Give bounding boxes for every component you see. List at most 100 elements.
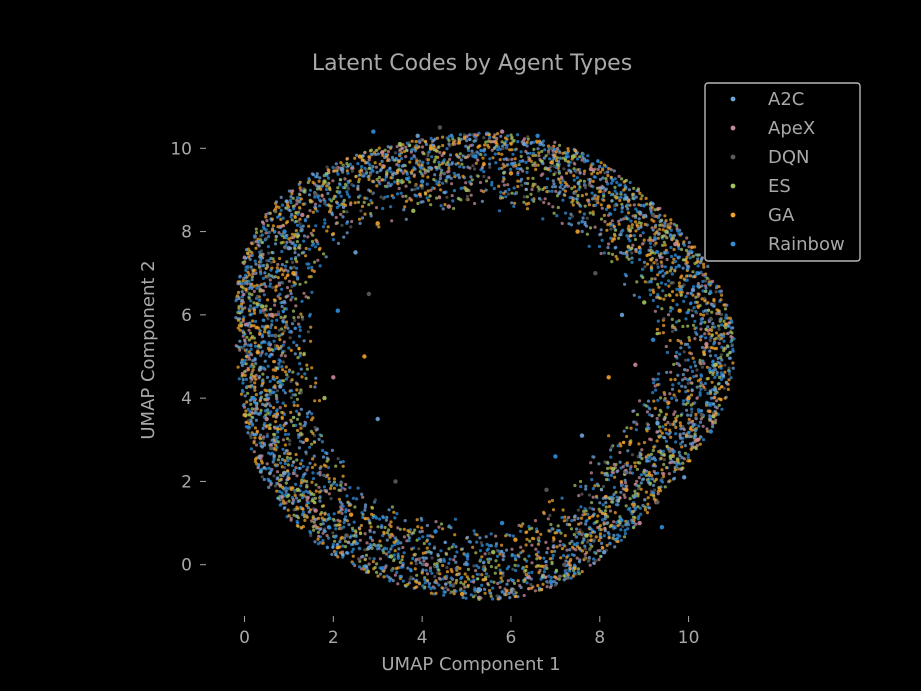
cloud-point	[262, 477, 266, 482]
cloud-point	[426, 161, 430, 165]
cloud-point	[339, 194, 343, 198]
cloud-point	[615, 180, 619, 185]
cloud-point	[430, 155, 434, 159]
cloud-point	[353, 156, 357, 160]
cloud-point	[527, 587, 531, 591]
cloud-point	[484, 575, 488, 579]
cloud-point	[260, 379, 265, 383]
cloud-point	[603, 171, 607, 175]
cloud-point	[345, 157, 349, 161]
cloud-point	[699, 257, 704, 261]
cloud-point	[357, 217, 362, 221]
cloud-point	[692, 285, 696, 289]
cloud-point	[489, 579, 493, 584]
cloud-point	[649, 452, 654, 456]
cloud-point	[352, 540, 356, 544]
cloud-point	[655, 295, 659, 299]
cloud-point	[696, 304, 700, 308]
cloud-point	[441, 135, 445, 139]
cloud-point	[408, 180, 412, 184]
cloud-point	[631, 515, 636, 519]
cloud-point	[604, 187, 608, 191]
cloud-point	[277, 358, 281, 362]
cloud-point	[647, 472, 651, 476]
cloud-point	[706, 264, 710, 268]
cloud-point	[673, 377, 677, 382]
cloud-point	[638, 258, 642, 262]
cloud-point	[679, 275, 683, 280]
cloud-point	[584, 522, 588, 526]
cloud-point	[453, 517, 458, 521]
cloud-point	[299, 484, 303, 488]
cloud-point	[686, 358, 690, 362]
cloud-point	[414, 143, 419, 148]
cloud-point	[521, 567, 525, 571]
cloud-point	[245, 400, 249, 404]
cloud-point	[507, 158, 511, 162]
cloud-point	[592, 538, 596, 542]
cloud-point	[247, 273, 251, 277]
cloud-point	[325, 229, 329, 233]
cloud-point	[672, 247, 676, 252]
cloud-point	[253, 436, 257, 440]
cloud-point	[364, 553, 369, 557]
cloud-point	[666, 420, 670, 425]
cloud-point	[509, 141, 513, 145]
cloud-point	[449, 176, 453, 180]
cloud-point	[598, 177, 603, 182]
cloud-point	[318, 433, 322, 437]
cloud-point	[674, 425, 678, 429]
cloud-point	[484, 140, 488, 144]
cloud-point	[594, 203, 598, 207]
cloud-point	[671, 324, 675, 328]
cloud-point	[519, 167, 523, 171]
cloud-point	[282, 501, 286, 505]
cloud-point	[454, 162, 458, 166]
cloud-point	[497, 209, 502, 213]
cloud-point	[671, 422, 675, 426]
cloud-point	[301, 202, 305, 206]
cloud-point	[686, 453, 690, 457]
cloud-point	[316, 542, 320, 546]
cloud-point	[412, 173, 416, 177]
cloud-point	[299, 225, 303, 229]
cloud-point	[385, 515, 389, 520]
cloud-point	[252, 284, 256, 288]
cloud-point	[557, 143, 562, 147]
cloud-point	[685, 368, 690, 372]
cloud-point	[513, 157, 517, 161]
cloud-point	[469, 175, 473, 179]
cloud-point	[363, 548, 367, 552]
cloud-point	[385, 172, 389, 176]
cloud-point	[644, 404, 648, 408]
cloud-point	[512, 186, 516, 190]
cloud-point	[516, 184, 520, 189]
cloud-point	[477, 597, 481, 602]
cloud-point	[625, 234, 629, 238]
cloud-point	[688, 376, 692, 380]
cloud-point	[540, 159, 544, 163]
cloud-point	[489, 532, 493, 536]
cloud-point	[539, 173, 543, 177]
cloud-point	[625, 255, 629, 259]
cloud-point	[642, 238, 646, 242]
cloud-point	[325, 456, 329, 460]
cloud-point	[357, 177, 361, 181]
cloud-point	[309, 200, 313, 204]
cloud-point	[284, 236, 288, 240]
cloud-point	[272, 457, 276, 461]
cloud-point	[375, 184, 379, 188]
cloud-point	[286, 203, 290, 207]
cloud-point	[612, 169, 616, 173]
cloud-point	[652, 445, 656, 449]
cloud-point	[394, 156, 398, 161]
cloud-point	[604, 494, 608, 499]
cloud-point	[495, 137, 499, 141]
cloud-point	[422, 541, 426, 546]
cloud-point	[672, 450, 676, 454]
cloud-point	[387, 528, 391, 532]
cloud-point	[375, 570, 379, 575]
cloud-point	[533, 589, 538, 593]
cloud-point	[611, 252, 615, 256]
cloud-point	[267, 330, 271, 334]
